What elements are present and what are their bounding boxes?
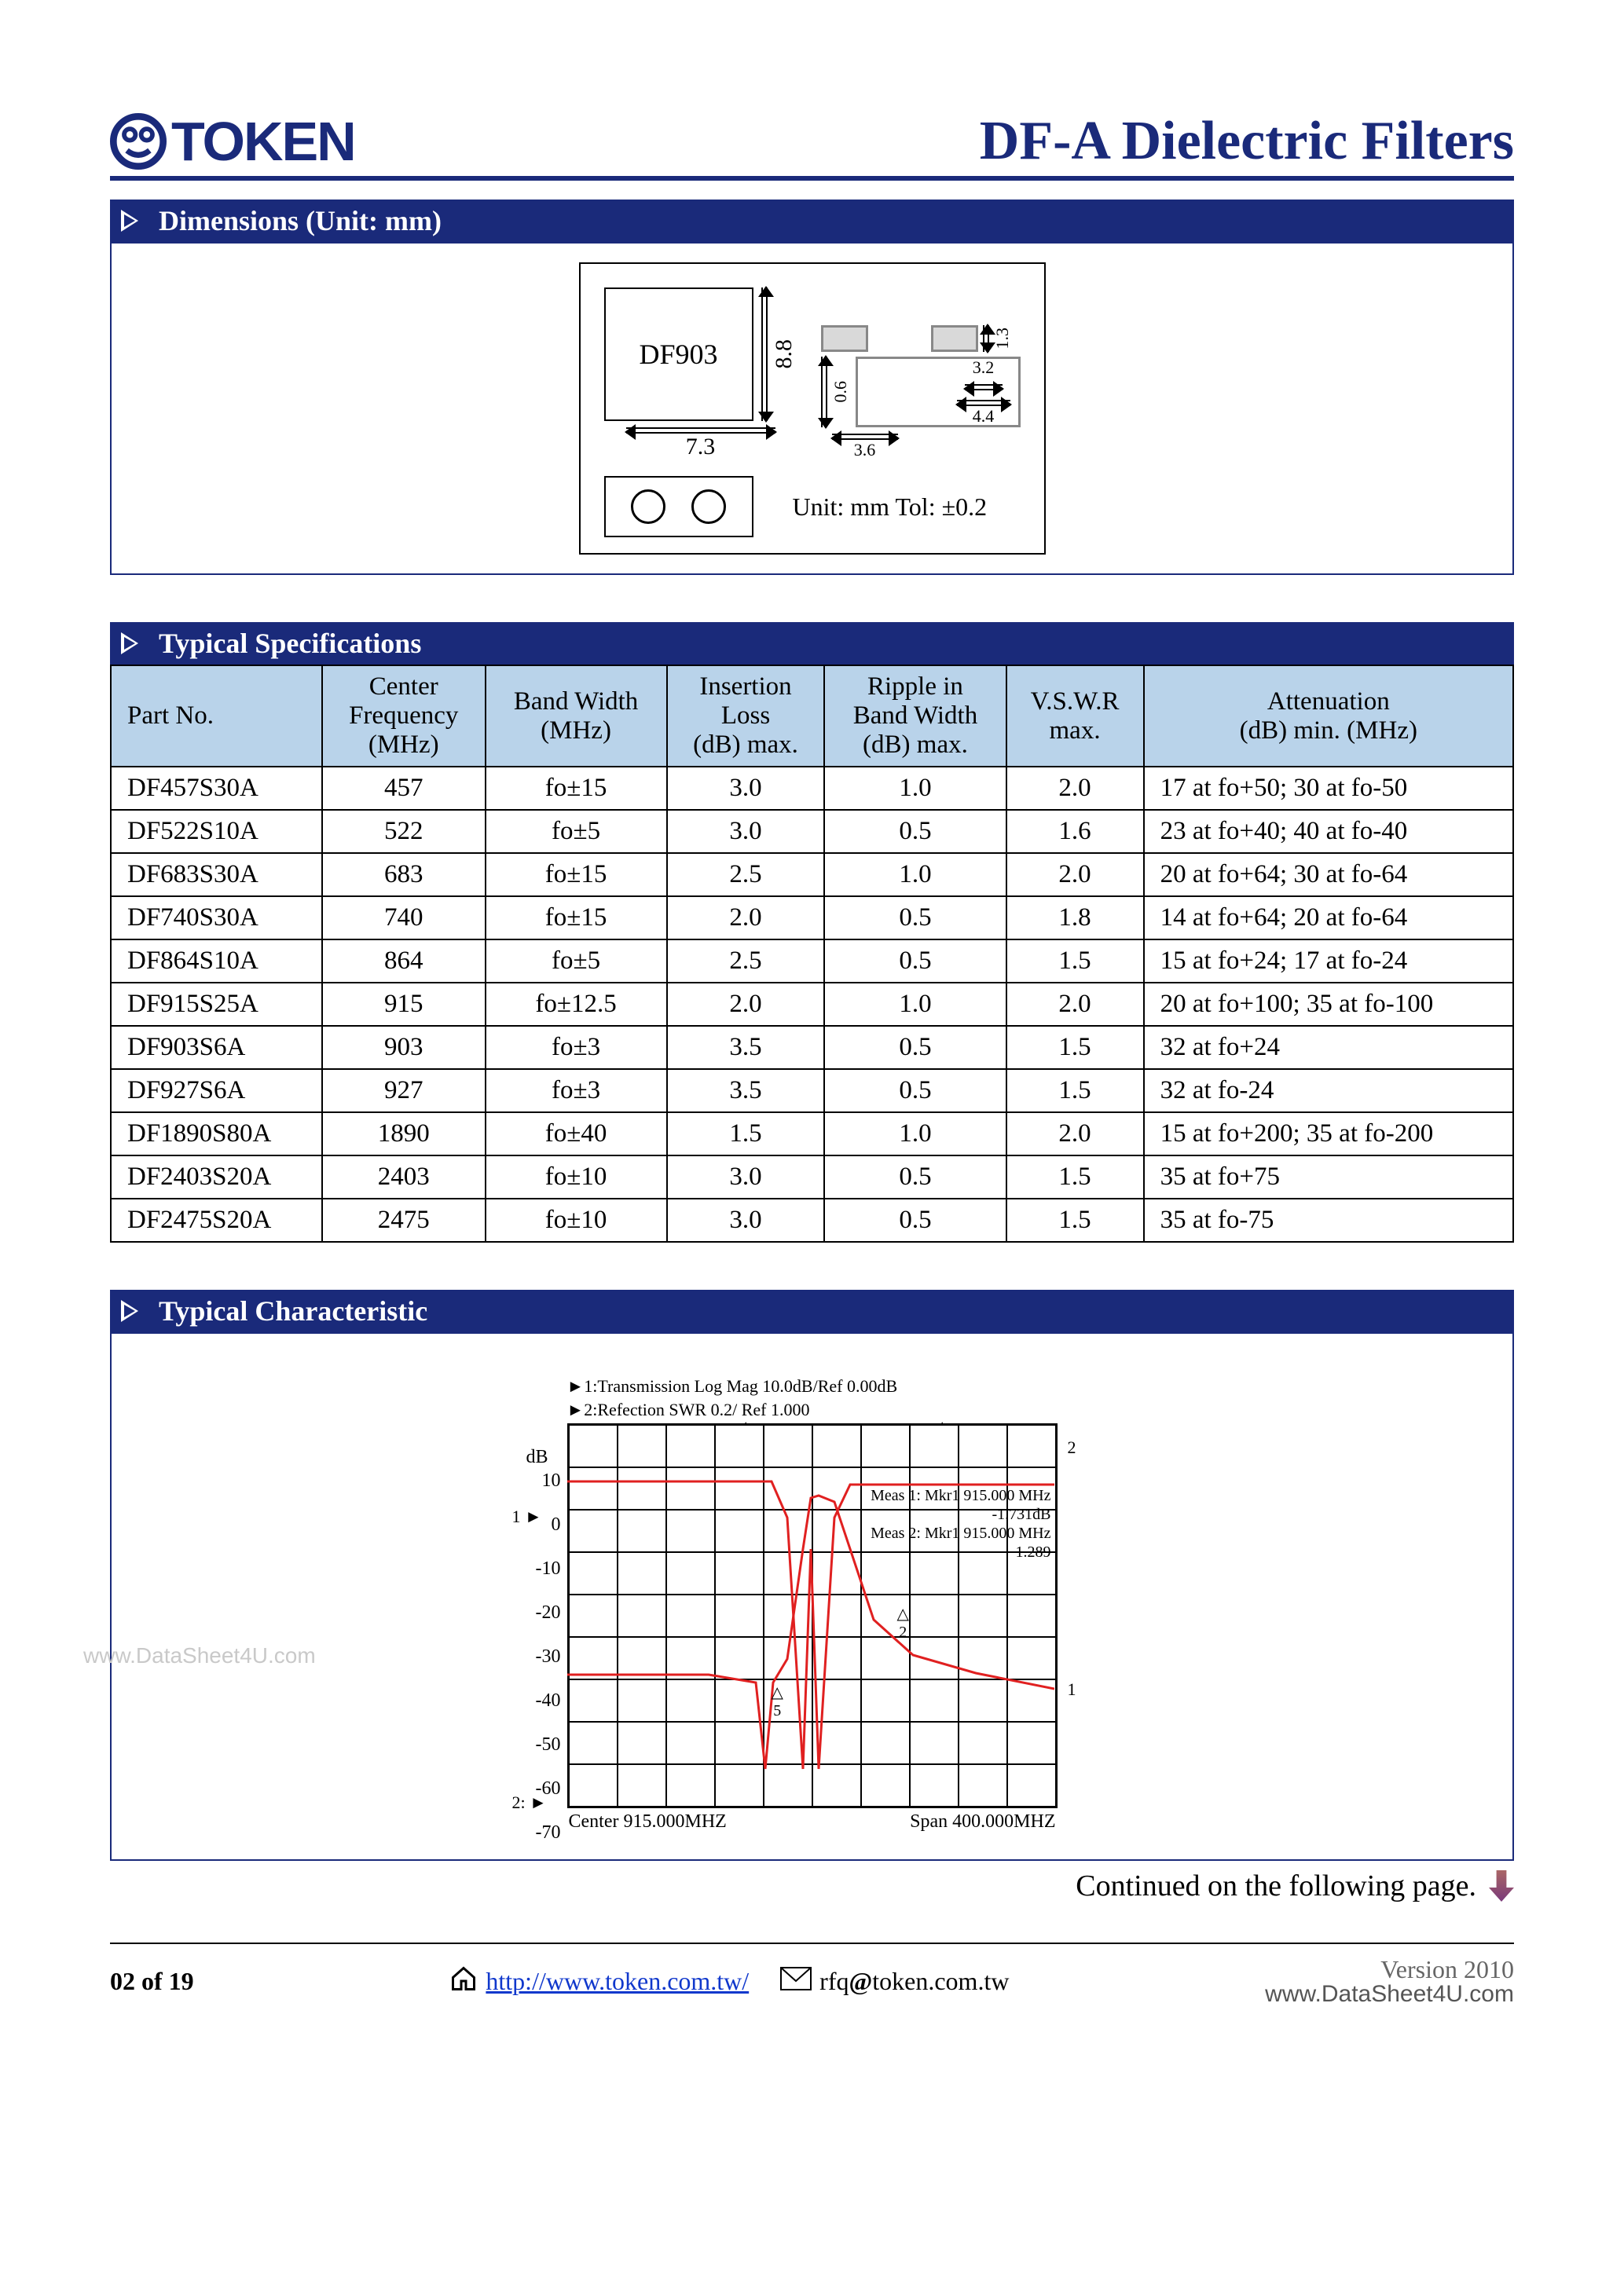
table-row: DF1890S80A1890fo±401.51.02.015 at fo+200… [111, 1112, 1513, 1155]
x-axis-span: Span 400.000MHZ [910, 1811, 1055, 1833]
dimensions-diagram: DF903 8.8 7.3 1.3 0.6 [579, 262, 1046, 555]
table-row: DF2475S20A2475fo±103.00.51.535 at fo-75 [111, 1199, 1513, 1242]
table-row: DF915S25A915fo±12.52.01.02.020 at fo+100… [111, 983, 1513, 1026]
dim-height: 8.8 [771, 339, 797, 369]
table-row: DF457S30A457fo±153.01.02.017 at fo+50; 3… [111, 767, 1513, 810]
dim-width: 7.3 [686, 434, 716, 460]
characteristic-chart: ►1:Transmission Log Mag 10.0dB/Ref 0.00d… [567, 1376, 1058, 1833]
section-char-label: Typical Characteristic [159, 1294, 427, 1327]
table-row: DF903S6A903fo±33.50.51.532 at fo+24 [111, 1026, 1513, 1069]
specs-col-header: InsertionLoss(dB) max. [667, 665, 825, 767]
mail-icon [780, 1967, 812, 1997]
continued-note: Continued on the following page. [110, 1869, 1514, 1903]
table-row: DF927S6A927fo±33.50.51.532 at fo-24 [111, 1069, 1513, 1112]
dim-pad-w: 3.6 [854, 440, 876, 460]
table-row: DF740S30A740fo±152.00.51.814 at fo+64; 2… [111, 896, 1513, 939]
page-header: TOKEN DF-A Dielectric Filters [110, 110, 1514, 181]
section-specs-label: Typical Specifications [159, 627, 421, 660]
page-footer: 02 of 19 http://www.token.com.tw/ rfq@to… [110, 1943, 1514, 2008]
table-row: DF683S30A683fo±152.51.02.020 at fo+64; 3… [111, 853, 1513, 896]
home-icon [449, 1965, 478, 1999]
section-dimensions-bar: Dimensions (Unit: mm) [110, 200, 1514, 242]
email-link[interactable]: rfq@token.com.tw [819, 1967, 1009, 1996]
logo-icon [110, 113, 167, 170]
dimensions-box: DF903 8.8 7.3 1.3 0.6 [110, 242, 1514, 575]
measurement-readout: Meas 1: Mkr1 915.000 MHz -1.731dB Meas 2… [871, 1486, 1050, 1562]
chart-traces [567, 1423, 1054, 1805]
side-watermark: www.DataSheet4U.com [83, 1643, 316, 1668]
x-axis-center: Center 915.000MHZ [569, 1811, 727, 1833]
specs-col-header: Ripple inBand Width(dB) max. [824, 665, 1006, 767]
table-row: DF2403S20A2403fo±103.00.51.535 at fo+75 [111, 1155, 1513, 1199]
section-specs-bar: Typical Specifications [110, 622, 1514, 665]
package-outline: DF903 [604, 287, 753, 421]
page-title: DF-A Dielectric Filters [980, 110, 1514, 173]
specs-col-header: Band Width(MHz) [486, 665, 667, 767]
specs-col-header: Part No. [111, 665, 322, 767]
section-char-bar: Typical Characteristic [110, 1290, 1514, 1332]
website-link[interactable]: http://www.token.com.tw/ [486, 1967, 749, 1996]
tolerance-note: Unit: mm Tol: ±0.2 [793, 493, 988, 522]
dim-top: 1.3 [992, 328, 1013, 350]
dim-inner-h: 0.6 [830, 381, 851, 403]
specs-col-header: Attenuation(dB) min. (MHz) [1144, 665, 1513, 767]
table-row: DF864S10A864fo±52.50.51.515 at fo+24; 17… [111, 939, 1513, 983]
bottom-view [604, 476, 753, 537]
continue-arrow-icon [1489, 1870, 1514, 1902]
section-dimensions-label: Dimensions (Unit: mm) [159, 204, 442, 237]
specs-table: Part No.CenterFrequency(MHz)Band Width(M… [110, 665, 1514, 1243]
legend-2: ►2:Refection SWR 0.2/ Ref 1.000 [567, 1400, 1058, 1420]
pad-layout: 1.3 0.6 3.2 4.4 [821, 325, 1021, 427]
page-number: 02 of 19 [110, 1967, 194, 1995]
table-row: DF522S10A522fo±53.00.51.623 at fo+40; 40… [111, 810, 1513, 853]
specs-col-header: CenterFrequency(MHz) [322, 665, 486, 767]
legend-1: ►1:Transmission Log Mag 10.0dB/Ref 0.00d… [567, 1376, 1058, 1397]
logo: TOKEN [110, 110, 355, 173]
logo-text: TOKEN [171, 110, 355, 173]
version-label: Version 2010 [1265, 1955, 1514, 1984]
footer-watermark: www.DataSheet4U.com [1265, 1981, 1514, 2008]
specs-col-header: V.S.W.Rmax. [1006, 665, 1144, 767]
characteristic-box: www.DataSheet4U.com ►1:Transmission Log … [110, 1332, 1514, 1861]
